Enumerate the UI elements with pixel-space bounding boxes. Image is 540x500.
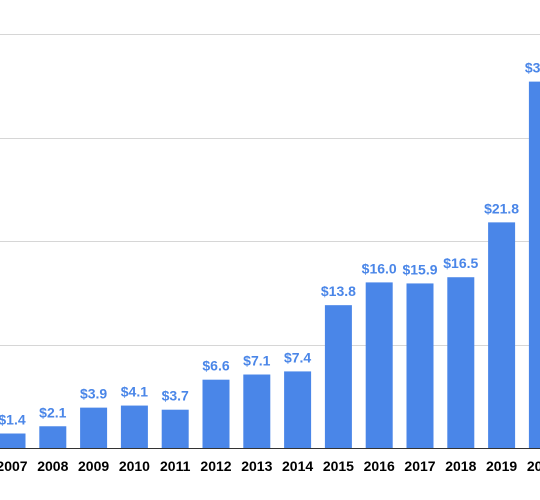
x-axis-tick-labels: 2007 2008 2009 2010 2011 2012 2013 2014 2015 2016… bbox=[0, 458, 540, 474]
bar-2011 bbox=[161, 409, 189, 448]
bar-2013 bbox=[243, 374, 271, 448]
bar-2017 bbox=[406, 283, 434, 448]
bar-2010 bbox=[120, 405, 148, 448]
bar-2009 bbox=[80, 407, 108, 448]
data-label-2017: $15.9 bbox=[402, 261, 437, 277]
bar-2020 bbox=[528, 81, 540, 449]
bar-2012 bbox=[202, 379, 230, 448]
data-label-2013: $7.1 bbox=[243, 353, 270, 369]
data-label-2012: $6.6 bbox=[202, 358, 229, 374]
bar-2015 bbox=[324, 305, 352, 448]
bar-2007 bbox=[0, 433, 26, 448]
data-label-2019: $21.8 bbox=[484, 200, 519, 216]
x-tick-2011: 2011 bbox=[160, 458, 191, 474]
data-label-2011: $3.7 bbox=[162, 388, 189, 404]
x-tick-2017: 2017 bbox=[404, 458, 435, 474]
data-label-2007: $1.4 bbox=[0, 412, 26, 428]
data-labels: $1.4 $2.1 $3.9 $4.1 $3.7 $6.6 $7.1 $7.4 $13.8 $16… bbox=[0, 60, 540, 428]
x-tick-2015: 2015 bbox=[323, 458, 354, 474]
x-tick-2020: 2020 bbox=[527, 458, 540, 474]
x-tick-2019: 2019 bbox=[486, 458, 517, 474]
x-tick-2009: 2009 bbox=[78, 458, 109, 474]
data-label-2016: $16.0 bbox=[362, 260, 397, 276]
data-label-2014: $7.4 bbox=[284, 349, 311, 365]
x-tick-2008: 2008 bbox=[37, 458, 68, 474]
bar-2016 bbox=[365, 282, 393, 448]
data-label-2008: $2.1 bbox=[39, 404, 66, 420]
x-tick-2014: 2014 bbox=[282, 458, 313, 474]
x-tick-2007: 2007 bbox=[0, 458, 28, 474]
bars bbox=[0, 81, 540, 449]
data-label-2015: $13.8 bbox=[321, 283, 356, 299]
bar-2018 bbox=[447, 277, 475, 448]
bar-2014 bbox=[284, 371, 312, 448]
data-label-2020: $35.4 bbox=[525, 60, 540, 76]
bar-2008 bbox=[39, 426, 67, 448]
data-label-2009: $3.9 bbox=[80, 386, 107, 402]
x-tick-2016: 2016 bbox=[364, 458, 395, 474]
data-label-2018: $16.5 bbox=[443, 255, 478, 271]
x-tick-2013: 2013 bbox=[241, 458, 272, 474]
x-tick-2012: 2012 bbox=[200, 458, 231, 474]
x-tick-2018: 2018 bbox=[445, 458, 476, 474]
x-tick-2010: 2010 bbox=[119, 458, 150, 474]
data-label-2010: $4.1 bbox=[121, 384, 148, 400]
bar-2019 bbox=[488, 222, 516, 448]
